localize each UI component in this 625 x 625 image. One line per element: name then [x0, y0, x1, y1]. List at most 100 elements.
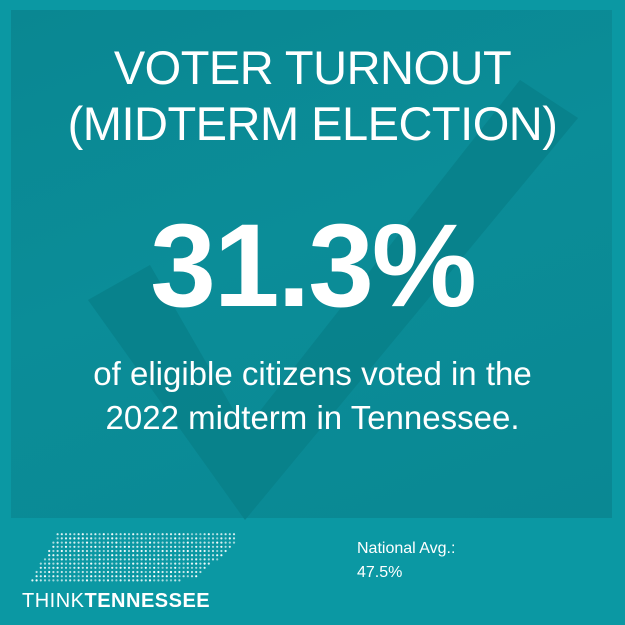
map-dot [94, 567, 96, 569]
map-dot [204, 554, 206, 556]
map-dot [69, 554, 71, 556]
map-dot [132, 567, 134, 569]
map-dot [128, 533, 130, 535]
map-dot [31, 579, 33, 581]
map-dot [132, 558, 134, 560]
map-dot [111, 571, 113, 573]
map-dot [166, 533, 168, 535]
map-dot [166, 571, 168, 573]
map-dot [82, 550, 84, 552]
map-dot [132, 563, 134, 565]
map-dot [153, 567, 155, 569]
map-dot [204, 542, 206, 544]
map-dot [233, 533, 235, 535]
map-dot [78, 558, 80, 560]
map-dot [166, 542, 168, 544]
map-dot [44, 558, 46, 560]
map-dot [162, 567, 164, 569]
map-dot [48, 554, 50, 556]
map-dot [136, 575, 138, 577]
map-dot [153, 537, 155, 539]
map-dot [191, 571, 193, 573]
map-dot [149, 537, 151, 539]
map-dot [111, 533, 113, 535]
map-dot [65, 542, 67, 544]
map-dot [178, 542, 180, 544]
map-dot [99, 550, 101, 552]
map-dot [187, 563, 189, 565]
map-dot [229, 533, 231, 535]
map-dot [170, 567, 172, 569]
map-dot [128, 554, 130, 556]
map-dot [132, 542, 134, 544]
map-dot [132, 550, 134, 552]
map-dot [183, 537, 185, 539]
map-dot [78, 575, 80, 577]
map-dot [187, 537, 189, 539]
map-dot [90, 537, 92, 539]
map-dot [216, 554, 218, 556]
map-dot [111, 546, 113, 548]
map-dot [61, 579, 63, 581]
map-dot [174, 554, 176, 556]
map-dot [111, 567, 113, 569]
map-dot [73, 579, 75, 581]
map-dot [94, 558, 96, 560]
map-dot [94, 554, 96, 556]
map-dot [225, 546, 227, 548]
map-dot [65, 579, 67, 581]
map-dot [73, 554, 75, 556]
map-dot [115, 563, 117, 565]
map-dot [229, 546, 231, 548]
map-dot [103, 579, 105, 581]
map-dot [107, 563, 109, 565]
map-dot [187, 567, 189, 569]
map-dot [82, 567, 84, 569]
map-dot [166, 567, 168, 569]
map-dot [99, 542, 101, 544]
map-dot [225, 537, 227, 539]
description: of eligible citizens voted in the 2022 m… [0, 352, 625, 440]
map-dot [170, 537, 172, 539]
map-dot [86, 567, 88, 569]
map-dot [65, 533, 67, 535]
map-dot [52, 567, 54, 569]
map-dot [61, 546, 63, 548]
map-dot [44, 575, 46, 577]
map-dot [153, 533, 155, 535]
map-dot [204, 533, 206, 535]
map-dot [212, 546, 214, 548]
map-dot [120, 542, 122, 544]
map-dot [141, 554, 143, 556]
map-dot [115, 567, 117, 569]
map-dot [157, 563, 159, 565]
map-dot [162, 533, 164, 535]
map-dot [99, 567, 101, 569]
map-dot [52, 563, 54, 565]
map-dot [157, 558, 159, 560]
map-dot [120, 563, 122, 565]
map-dot [178, 567, 180, 569]
map-dot [69, 533, 71, 535]
map-dot [99, 558, 101, 560]
map-dot [103, 546, 105, 548]
map-dot [157, 550, 159, 552]
map-dot [153, 575, 155, 577]
map-dot [153, 558, 155, 560]
map-dot [65, 575, 67, 577]
map-dot [212, 550, 214, 552]
map-dot [115, 575, 117, 577]
map-dot [65, 554, 67, 556]
map-dot [183, 571, 185, 573]
map-dot [124, 563, 126, 565]
map-dot [128, 579, 130, 581]
map-dot [69, 537, 71, 539]
map-dot [132, 533, 134, 535]
map-dot [73, 542, 75, 544]
map-dot [195, 533, 197, 535]
map-dot [90, 542, 92, 544]
map-dot [40, 571, 42, 573]
map-dot [52, 542, 54, 544]
map-dot [187, 575, 189, 577]
map-dot [174, 571, 176, 573]
